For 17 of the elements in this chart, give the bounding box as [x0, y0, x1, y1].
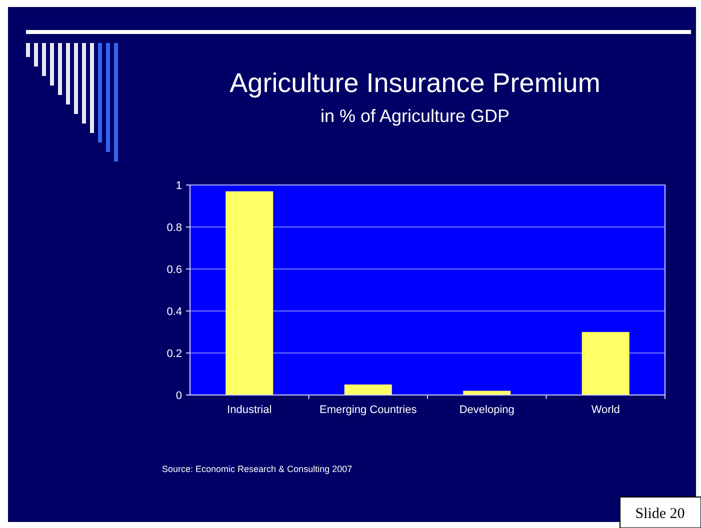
chart-subtitle: in % of Agriculture GDP — [320, 106, 510, 126]
x-tick-label: Developing — [459, 404, 514, 416]
chart-title: Agriculture Insurance Premium — [230, 68, 600, 98]
y-tick-label: 1 — [176, 180, 182, 192]
text: Slide 20 — [635, 506, 685, 522]
bar — [582, 332, 630, 395]
y-tick-label: 0.6 — [166, 264, 182, 276]
x-tick-label: Emerging Countries — [320, 404, 418, 416]
bar — [226, 191, 274, 395]
y-tick-label: 0.8 — [166, 222, 182, 234]
x-tick-label: World — [591, 404, 620, 416]
y-tick-label: 0.4 — [166, 306, 182, 318]
bar — [344, 384, 392, 395]
source-note: Source: Economic Research & Consulting 2007 — [162, 464, 352, 474]
x-tick-label: Industrial — [227, 404, 272, 416]
y-tick-label: 0 — [176, 390, 182, 402]
y-tick-label: 0.2 — [166, 348, 182, 360]
